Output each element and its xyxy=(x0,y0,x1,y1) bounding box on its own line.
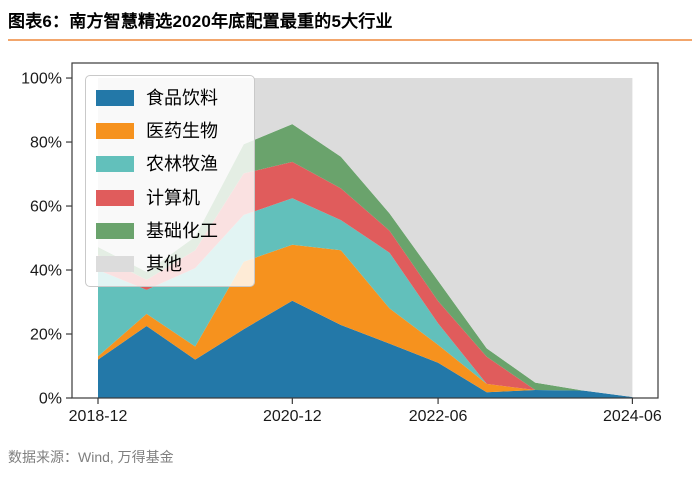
plot-border xyxy=(71,62,659,399)
legend-item-basic-chemicals: 基础化工 xyxy=(96,222,254,240)
legend-swatch-icon xyxy=(96,222,134,239)
chart-title: 图表6：南方智慧精选2020年底配置最重的5大行业 xyxy=(8,12,393,31)
area-food-beverage xyxy=(98,300,633,398)
area-pharma-bio xyxy=(98,244,633,397)
legend-item-others: 其他 xyxy=(96,255,254,273)
legend-item-food-beverage: 食品饮料 xyxy=(96,89,254,107)
y-tick-label: 60% xyxy=(30,199,62,216)
x-tick-label: 2024-06 xyxy=(603,408,662,425)
legend-label: 食品饮料 xyxy=(146,87,218,108)
x-tick-label: 2020-12 xyxy=(263,408,322,425)
title-divider-line xyxy=(8,39,692,41)
y-tick-label: 40% xyxy=(30,263,62,280)
legend-swatch-icon xyxy=(96,189,134,206)
legend-label: 医药生物 xyxy=(146,120,218,141)
y-tick-label: 20% xyxy=(30,327,62,344)
x-tick-label: 2022-06 xyxy=(409,408,468,425)
data-source-note: 数据来源：Wind, 万得基金 xyxy=(8,449,174,465)
legend-item-agriculture: 农林牧渔 xyxy=(96,155,254,173)
legend-label: 农林牧渔 xyxy=(146,154,218,175)
y-tick-label: 100% xyxy=(21,71,62,88)
legend-swatch-icon xyxy=(96,156,134,173)
legend-label: 计算机 xyxy=(146,187,200,208)
legend-swatch-icon xyxy=(96,122,134,139)
legend-item-computer: 计算机 xyxy=(96,189,254,207)
y-tick-label: 80% xyxy=(30,135,62,152)
legend-swatch-icon xyxy=(96,89,134,106)
x-tick-label: 2018-12 xyxy=(69,408,128,425)
y-tick-label: 0% xyxy=(39,391,62,408)
legend-label: 基础化工 xyxy=(146,220,218,241)
legend-swatch-icon xyxy=(96,256,134,273)
legend-item-pharma-bio: 医药生物 xyxy=(96,122,254,140)
chart-legend: 食品饮料医药生物农林牧渔计算机基础化工其他 xyxy=(85,75,255,287)
legend-label: 其他 xyxy=(146,254,182,275)
